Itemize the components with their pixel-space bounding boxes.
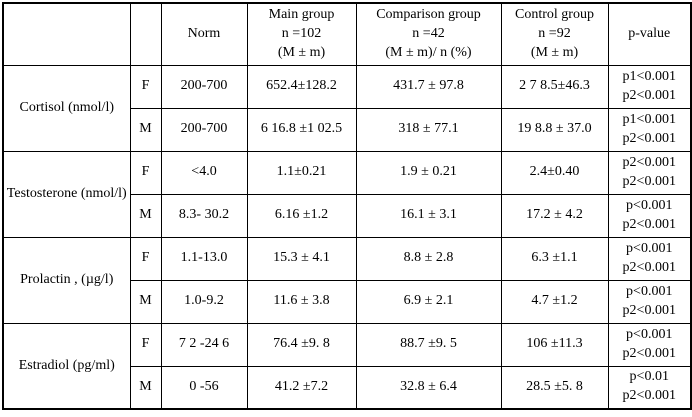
comparison-group-cell: 16.1 ± 3.1 [355, 193, 502, 238]
control-group-cell: 28.5 ±5. 8 [500, 365, 609, 410]
pvalue-line: p2<0.001 [622, 259, 676, 275]
comparison-group-cell: 88.7 ±9. 5 [355, 322, 502, 367]
pvalue-line: p<0.001 [626, 283, 673, 299]
pvalue-line: p<0.001 [626, 197, 673, 213]
comparison-group-cell: 8.8 ± 2.8 [355, 236, 502, 281]
norm-cell: 1.1-13.0 [160, 236, 248, 281]
pvalue-line: p1<0.001 [622, 111, 676, 127]
pvalue-cell: p<0.01 p2<0.001 [607, 365, 692, 410]
comparison-group-cell: 32.8 ± 6.4 [355, 365, 502, 410]
pvalue-line: p2<0.001 [622, 87, 676, 103]
sex-cell: F [129, 236, 162, 281]
sex-cell: M [129, 279, 162, 324]
control-group-cell: 106 ±11.3 [500, 322, 609, 367]
norm-header-cell: Norm [160, 2, 248, 66]
norm-cell: 8.3- 30.2 [160, 193, 248, 238]
header-line: Main group [268, 6, 335, 22]
sex-cell: F [129, 64, 162, 109]
sex-header-cell [129, 2, 162, 66]
main-group-cell: 11.6 ± 3.8 [246, 279, 357, 324]
parameter-cell: Testosterone (nmol/l) [2, 150, 131, 238]
pvalue-cell: p1<0.001 p2<0.001 [607, 107, 692, 152]
hormone-results-table: Norm Main group n =102 (M ± m) Compariso… [2, 2, 692, 410]
pvalue-line: p<0.001 [626, 240, 673, 256]
header-line: n =102 [281, 25, 322, 41]
main-group-cell: 6.16 ±1.2 [246, 193, 357, 238]
header-line: (M ± m)/ n (%) [385, 44, 472, 60]
norm-cell: 1.0-9.2 [160, 279, 248, 324]
header-line: (M ± m) [277, 44, 326, 60]
main-group-cell: 6 16.8 ±1 02.5 [246, 107, 357, 152]
table-row-prolactin-f: Prolactin , (µg/l) F 1.1-13.0 15.3 ± 4.1… [2, 236, 692, 324]
parameter-cell: Cortisol (nmol/l) [2, 64, 131, 152]
main-group-cell: 15.3 ± 4.1 [246, 236, 357, 281]
pvalue-header-cell: p-value [607, 2, 692, 66]
pvalue-line: p2<0.001 [622, 130, 676, 146]
main-group-cell: 652.4±128.2 [246, 64, 357, 109]
parameter-cell: Prolactin , (µg/l) [2, 236, 131, 324]
control-group-cell: 6.3 ±1.1 [500, 236, 609, 281]
pvalue-line: p<0.01 [629, 369, 669, 385]
pvalue-cell: p<0.001 p2<0.001 [607, 322, 692, 367]
norm-cell: <4.0 [160, 150, 248, 195]
control-group-cell: 19 8.8 ± 37.0 [500, 107, 609, 152]
parameter-header-cell [2, 2, 131, 66]
norm-cell: 200-700 [160, 64, 248, 109]
sex-cell: M [129, 193, 162, 238]
pvalue-cell: p<0.001 p2<0.001 [607, 193, 692, 238]
parameter-cell: Estradiol (pg/ml) [2, 322, 131, 410]
table-row-cortisol-f: Cortisol (nmol/l) F 200-700 652.4±128.2 … [2, 64, 692, 152]
comparison-group-cell: 6.9 ± 2.1 [355, 279, 502, 324]
pvalue-line: p2<0.001 [622, 388, 676, 404]
control-group-cell: 17.2 ± 4.2 [500, 193, 609, 238]
pvalue-line: p1<0.001 [622, 68, 676, 84]
header-row: Norm Main group n =102 (M ± m) Compariso… [2, 2, 692, 66]
norm-cell: 200-700 [160, 107, 248, 152]
header-line: Control group [515, 6, 594, 22]
sex-cell: M [129, 107, 162, 152]
control-group-cell: 2.4±0.40 [500, 150, 609, 195]
comparison-group-header-cell: Comparison group n =42 (M ± m)/ n (%) [355, 2, 502, 66]
pvalue-cell: p1<0.001 p2<0.001 [607, 64, 692, 109]
table-row-testosterone-f: Testosterone (nmol/l) F <4.0 1.1±0.21 1.… [2, 150, 692, 238]
control-group-header-cell: Control group n =92 (M ± m) [500, 2, 609, 66]
pvalue-cell: p<0.001 p2<0.001 [607, 279, 692, 324]
comparison-group-cell: 318 ± 77.1 [355, 107, 502, 152]
comparison-group-cell: 431.7 ± 97.8 [355, 64, 502, 109]
norm-cell: 7 2 -24 6 [160, 322, 248, 367]
control-group-cell: 2 7 8.5±46.3 [500, 64, 609, 109]
table-row-estradiol-m: M 0 -56 41.2 ±7.2 32.8 ± 6.4 28.5 ±5. 8 … [3, 365, 692, 410]
header-line: n =42 [412, 25, 445, 41]
pvalue-line: p<0.001 [626, 326, 673, 342]
main-group-cell: 41.2 ±7.2 [246, 365, 357, 410]
pvalue-line: p2<0.001 [622, 216, 676, 232]
header-line: Comparison group [376, 6, 481, 22]
norm-cell: 0 -56 [160, 365, 248, 410]
control-group-cell: 4.7 ±1.2 [500, 279, 609, 324]
pvalue-line: p2<0.001 [622, 302, 676, 318]
pvalue-line: p2<0.001 [622, 345, 676, 361]
sex-cell: F [129, 150, 162, 195]
main-group-cell: 76.4 ±9. 8 [246, 322, 357, 367]
main-group-header-cell: Main group n =102 (M ± m) [246, 2, 357, 66]
comparison-group-cell: 1.9 ± 0.21 [355, 150, 502, 195]
table-row-prolactin-m: M 1.0-9.2 11.6 ± 3.8 6.9 ± 2.1 4.7 ±1.2 … [3, 279, 692, 324]
sex-cell: M [129, 365, 162, 410]
table-row-cortisol-m: M 200-700 6 16.8 ±1 02.5 318 ± 77.1 19 8… [3, 107, 692, 152]
pvalue-cell: p<0.001 p2<0.001 [607, 236, 692, 281]
main-group-cell: 1.1±0.21 [246, 150, 357, 195]
sex-cell: F [129, 322, 162, 367]
table-row-estradiol-f: Estradiol (pg/ml) F 7 2 -24 6 76.4 ±9. 8… [2, 322, 692, 410]
pvalue-line: p2<0.001 [622, 154, 676, 170]
pvalue-line: p2<0.001 [622, 173, 676, 189]
header-line: n =92 [538, 25, 571, 41]
header-line: (M ± m) [530, 44, 579, 60]
pvalue-cell: p2<0.001 p2<0.001 [607, 150, 692, 195]
